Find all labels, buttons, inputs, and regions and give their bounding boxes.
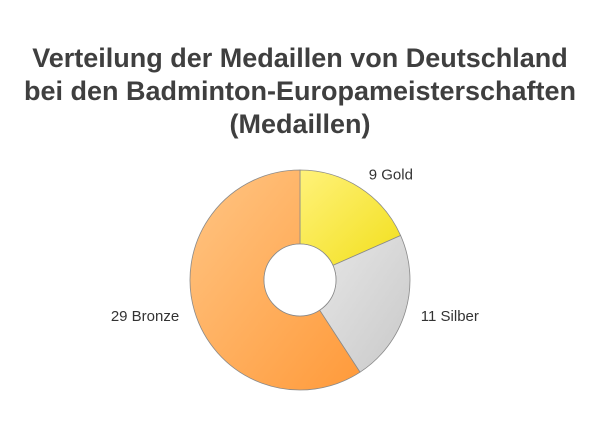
slice-label-gold: 9 Gold (369, 166, 413, 183)
chart-title-line-3: (Medaillen) (229, 109, 371, 139)
donut-hole (263, 243, 337, 317)
chart-title-line-1: Verteilung der Medaillen von Deutschland (32, 43, 568, 73)
chart-title-line-2: bei den Badminton-Europameisterschaften (23, 76, 577, 106)
chart-title: Verteilung der Medaillen von Deutschland… (0, 42, 600, 141)
slice-label-silber: 11 Silber (421, 308, 479, 325)
slices-layer (189, 169, 411, 391)
labels-layer: 9 Gold 11 Silber 29 Bronze (111, 166, 479, 324)
slice-label-bronze: 29 Bronze (111, 308, 179, 325)
